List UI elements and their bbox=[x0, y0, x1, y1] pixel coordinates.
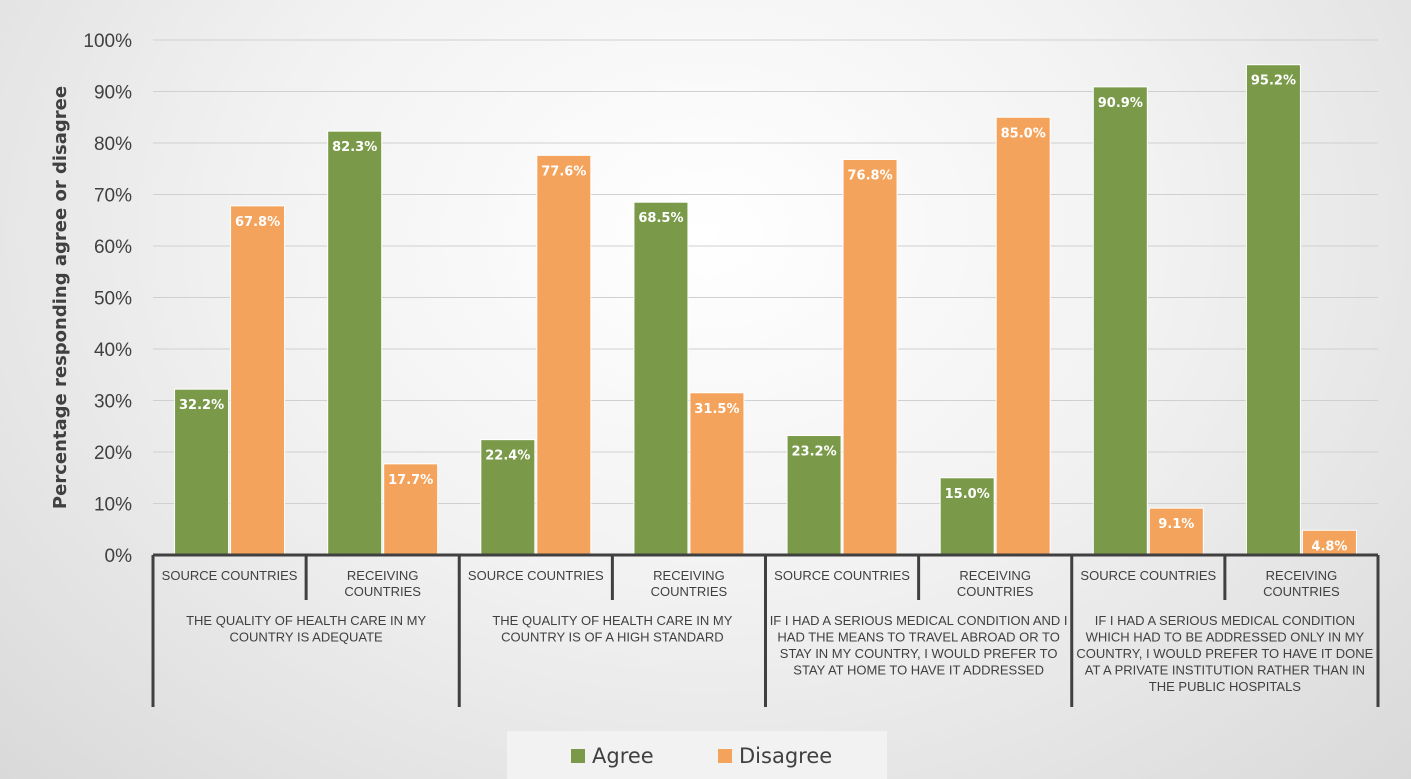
data-label: 85.0% bbox=[1001, 126, 1046, 141]
y-tick-label: 90% bbox=[94, 83, 132, 104]
category-label: COUNTRIES bbox=[957, 584, 1034, 599]
data-label: 17.7% bbox=[388, 473, 433, 488]
bar-disagree bbox=[230, 205, 286, 556]
bar-agree bbox=[633, 201, 689, 556]
bar-agree bbox=[939, 477, 995, 556]
bar-agree bbox=[1092, 86, 1148, 556]
data-label: 95.2% bbox=[1251, 74, 1296, 89]
legend-label-disagree: Disagree bbox=[739, 744, 832, 768]
data-label: 4.8% bbox=[1311, 539, 1347, 554]
bar-disagree bbox=[383, 463, 439, 556]
y-tick-label: 40% bbox=[94, 340, 132, 361]
bar-disagree bbox=[689, 392, 745, 556]
bar-disagree bbox=[536, 154, 592, 556]
y-tick-label: 100% bbox=[83, 31, 132, 52]
category-label: SOURCE COUNTRIES bbox=[774, 568, 910, 583]
group-label: STAY AT HOME TO HAVE IT ADDRESSED bbox=[793, 663, 1044, 678]
group-label: IF I HAD A SERIOUS MEDICAL CONDITION AND… bbox=[770, 613, 1068, 628]
bar-agree bbox=[174, 388, 230, 556]
y-tick-label: 0% bbox=[105, 546, 133, 567]
group-label: COUNTRY, I WOULD PREFER TO HAVE IT DONE bbox=[1076, 646, 1373, 661]
bar-disagree bbox=[995, 116, 1051, 556]
bar-agree bbox=[480, 439, 536, 556]
data-label: 32.2% bbox=[179, 398, 224, 413]
group-label: THE QUALITY OF HEALTH CARE IN MY bbox=[186, 613, 426, 628]
legend-label-agree: Agree bbox=[592, 744, 654, 768]
group-label: COUNTRY IS ADEQUATE bbox=[230, 630, 383, 645]
y-tick-label: 30% bbox=[94, 392, 132, 413]
legend-box bbox=[507, 731, 887, 779]
data-label: 9.1% bbox=[1158, 517, 1194, 532]
data-label: 68.5% bbox=[638, 211, 683, 226]
group-label: HAD THE MEANS TO TRAVEL ABROAD OR TO bbox=[777, 630, 1059, 645]
bar-agree bbox=[327, 130, 383, 556]
group-label: STAY IN MY COUNTRY, I WOULD PREFER TO bbox=[780, 646, 1058, 661]
bar-disagree bbox=[842, 158, 898, 556]
category-label: RECEIVING bbox=[653, 568, 725, 583]
category-label: COUNTRIES bbox=[651, 584, 728, 599]
category-label: COUNTRIES bbox=[344, 584, 421, 599]
data-label: 23.2% bbox=[792, 445, 837, 460]
data-label: 22.4% bbox=[485, 449, 530, 464]
y-tick-label: 20% bbox=[94, 443, 132, 464]
y-tick-label: 80% bbox=[94, 134, 132, 155]
group-label: THE PUBLIC HOSPITALS bbox=[1149, 679, 1302, 694]
group-label: WHICH HAD TO BE ADDRESSED ONLY IN MY bbox=[1086, 630, 1365, 645]
category-label: SOURCE COUNTRIES bbox=[1080, 568, 1216, 583]
data-label: 82.3% bbox=[332, 140, 377, 155]
data-label: 67.8% bbox=[235, 215, 280, 230]
y-tick-label: 50% bbox=[94, 289, 132, 310]
y-tick-label: 60% bbox=[94, 237, 132, 258]
category-label: RECEIVING bbox=[959, 568, 1031, 583]
category-label: SOURCE COUNTRIES bbox=[468, 568, 604, 583]
group-label: COUNTRY IS OF A HIGH STANDARD bbox=[501, 630, 723, 645]
bar-disagree bbox=[1148, 507, 1204, 556]
category-label: RECEIVING bbox=[347, 568, 419, 583]
bar-agree bbox=[1245, 64, 1301, 556]
data-label: 90.9% bbox=[1098, 96, 1143, 111]
y-tick-label: 70% bbox=[94, 186, 132, 207]
group-label: IF I HAD A SERIOUS MEDICAL CONDITION bbox=[1095, 613, 1355, 628]
data-label: 31.5% bbox=[694, 402, 739, 417]
bar-disagree bbox=[1301, 529, 1357, 556]
y-axis-title: Percentage responding agree or disagree bbox=[50, 86, 71, 509]
group-label: AT A PRIVATE INSTITUTION RATHER THAN IN bbox=[1085, 663, 1365, 678]
legend-swatch-agree bbox=[571, 749, 585, 763]
group-label: THE QUALITY OF HEALTH CARE IN MY bbox=[492, 613, 732, 628]
y-tick-label: 10% bbox=[94, 495, 132, 516]
category-label: RECEIVING bbox=[1266, 568, 1338, 583]
data-label: 76.8% bbox=[848, 168, 893, 183]
data-label: 15.0% bbox=[945, 487, 990, 502]
data-label: 77.6% bbox=[541, 164, 586, 179]
category-label: SOURCE COUNTRIES bbox=[162, 568, 298, 583]
category-label: COUNTRIES bbox=[1263, 584, 1340, 599]
legend-swatch-disagree bbox=[718, 749, 732, 763]
